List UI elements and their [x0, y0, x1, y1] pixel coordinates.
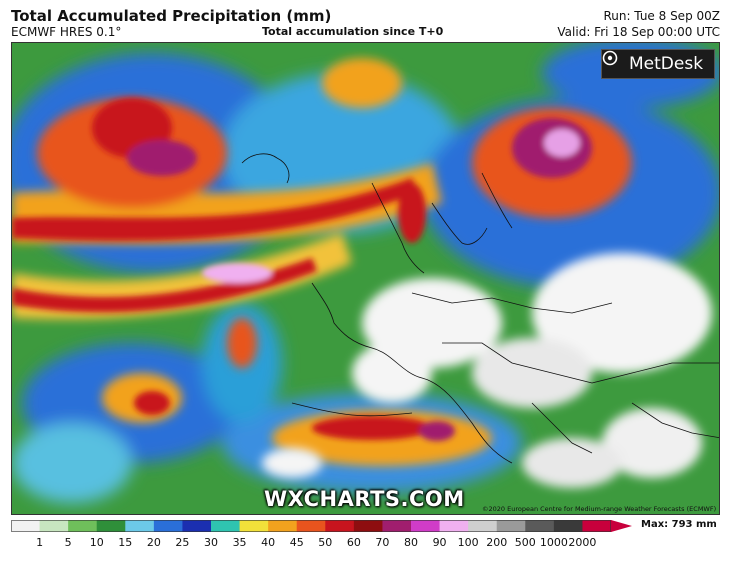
- colorbar-swatch: [553, 520, 584, 532]
- colorbar-border: [11, 520, 611, 532]
- colorbar-tick-label: 100: [457, 536, 479, 549]
- colorbar-swatch: [439, 520, 469, 532]
- colorbar-swatch: [496, 520, 526, 532]
- colorbar-swatch: [268, 520, 298, 532]
- colorbar-swatch: [382, 520, 412, 532]
- colorbar-swatch: [468, 520, 498, 532]
- colorbar-swatch: [325, 520, 355, 532]
- colorbar-tick-label: 1: [36, 536, 44, 549]
- colorbar-max-arrow: [611, 520, 632, 532]
- colorbar-swatch: [39, 520, 69, 532]
- colorbar-swatch: [411, 520, 441, 532]
- colorbar-ticks: 1 5 10 15 20 25 30 35 40 45 50 60 70 80 90 100 200 500 100…: [11, 536, 632, 552]
- colorbar-swatch: [125, 520, 155, 532]
- metdesk-wordmark: MetDesk: [629, 54, 704, 74]
- precipitation-field: [12, 43, 719, 514]
- chart-title: Total Accumulated Precipitation (mm): [11, 7, 332, 25]
- precipitation-colorbar: [11, 520, 632, 532]
- wxcharts-watermark: WXCHARTS.COM: [264, 487, 465, 511]
- colorbar-tick-label: 70: [375, 536, 390, 549]
- colorbar-tick-label: 45: [289, 536, 304, 549]
- colorbar-tick-label: 80: [404, 536, 418, 549]
- colorbar-tick-label: 90: [432, 536, 447, 549]
- colorbar-swatch: [211, 520, 241, 532]
- colorbar-tick-label: 25: [175, 536, 190, 549]
- model-label: ECMWF HRES 0.1°: [11, 25, 122, 39]
- valid-time: Valid: Fri 18 Sep 00:00 UTC: [557, 25, 720, 39]
- colorbar-tick-label: 500: [514, 536, 536, 549]
- dry-land-areas: [262, 253, 712, 488]
- colorbar-tick-label: 5: [64, 536, 72, 549]
- max-precipitation-label: Max: 793 mm: [641, 519, 717, 530]
- precipitation-map[interactable]: MetDesk WXCHARTS.COM ©2020 European Cent…: [11, 42, 720, 515]
- colorbar-swatch: [525, 520, 555, 532]
- colorbar-swatch: [68, 520, 98, 532]
- colorbar-tick-label: 50: [318, 536, 333, 549]
- colorbar-tick-label: 30: [204, 536, 218, 549]
- colorbar-tick-label: 35: [232, 536, 247, 549]
- metdesk-logo: MetDesk: [601, 49, 715, 79]
- colorbar-tick-label: 200: [486, 536, 508, 549]
- colorbar-tick-label: 1000: [539, 536, 568, 549]
- colorbar-swatch: [296, 520, 326, 532]
- colorbar-tick-label: 40: [261, 536, 276, 549]
- colorbar-swatch: [353, 520, 384, 532]
- colorbar-tick-label: 2000: [568, 536, 597, 549]
- colorbar-tick-label: 15: [118, 536, 133, 549]
- colorbar-tick-label: 60: [346, 536, 361, 549]
- extreme-rain-cores: [12, 98, 592, 441]
- colorbar-tick-label: 10: [89, 536, 104, 549]
- colorbar-swatch: [153, 520, 184, 532]
- colorbar-swatch: [182, 520, 212, 532]
- colorbar-tick-label: 20: [146, 536, 161, 549]
- metdesk-mark-icon: [602, 50, 618, 66]
- coastlines: [241, 153, 719, 464]
- colorbar-swatch: [239, 520, 269, 532]
- colorbar-swatch: [96, 520, 126, 532]
- chart-header: Total Accumulated Precipitation (mm) ECM…: [0, 0, 732, 42]
- colorbar-swatch: [582, 520, 612, 532]
- run-time: Run: Tue 8 Sep 00Z: [603, 9, 720, 23]
- ecmwf-credit: ©2020 European Centre for Medium-range W…: [482, 505, 717, 513]
- colorbar-swatch: [11, 520, 41, 532]
- colorbar-svg: [11, 520, 632, 532]
- accumulation-subtitle: Total accumulation since T+0: [262, 25, 444, 38]
